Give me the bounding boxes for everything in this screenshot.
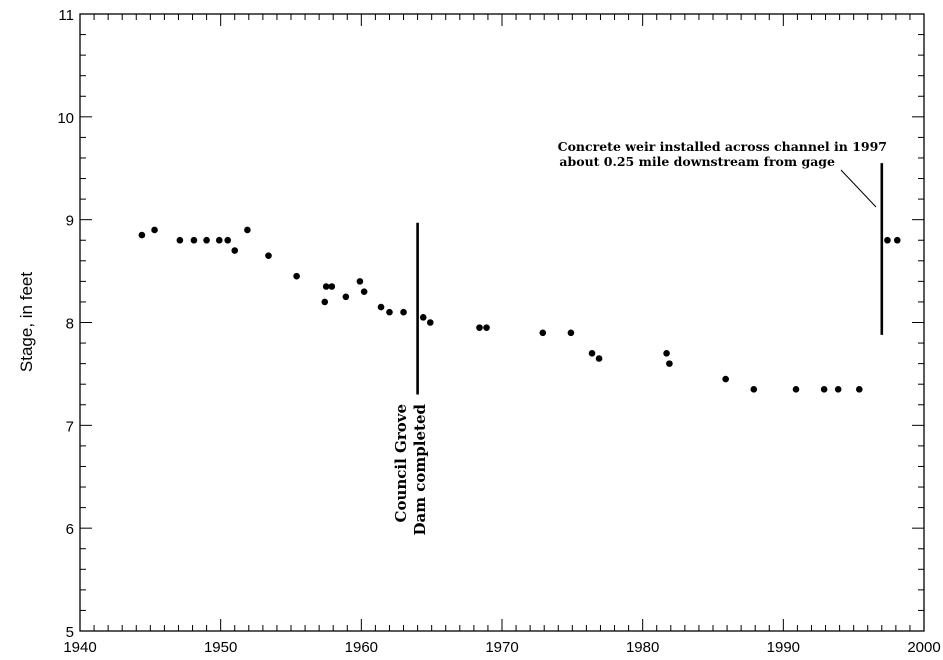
weir-annotation-leader [840,169,877,208]
data-point [231,247,239,254]
x-tick-label: 2000 [907,639,940,656]
data-point [666,360,673,367]
data-point [328,283,336,290]
data-point [224,236,231,244]
data-points [138,226,901,393]
data-point [588,350,596,357]
data-point [386,308,393,316]
data-point [342,293,350,301]
data-point [834,386,842,393]
dam-annotation: Council Grove Dam completed [392,403,429,535]
data-point [884,236,891,244]
data-point [426,319,434,326]
axis-ticks [79,13,925,632]
data-point [400,308,407,316]
data-point [190,236,198,244]
data-point [360,288,368,295]
data-point [419,314,427,321]
y-tick-label: 10 [57,110,74,127]
weir-annotation: Concrete weir installed across channel i… [558,139,887,208]
plot-frame [79,13,925,632]
data-point [321,298,329,306]
data-point [176,236,184,244]
data-point [792,386,800,393]
dam-annotation-line-2: Dam completed [411,403,429,535]
y-tick-label: 5 [66,624,74,641]
data-point [539,329,547,337]
data-point [483,324,490,331]
data-point [322,283,330,290]
y-tick-labels: 5 6 7 8 9 10 11 [57,7,74,641]
y-tick-label: 11 [58,7,74,24]
dam-annotation-line-1: Council Grove [392,404,410,522]
data-point [356,278,364,285]
y-tick-label: 8 [66,316,74,333]
data-point [265,252,272,259]
y-tick-label: 6 [66,521,74,538]
data-point [476,324,483,331]
data-point [293,272,300,280]
data-point [750,386,758,393]
data-point [377,303,385,311]
data-point [595,355,603,362]
x-tick-label: 1950 [204,639,237,656]
y-tick-label: 7 [66,418,74,435]
data-point [722,375,729,383]
x-tick-label: 1940 [63,639,96,656]
reference-lines [416,163,884,395]
y-axis-title: Stage, in feet [17,272,36,372]
data-point [138,231,146,239]
y-tick-label: 9 [66,213,74,230]
data-point [151,226,158,234]
data-point [215,236,223,244]
data-point [820,386,828,393]
weir-annotation-line-2: about 0.25 mile downstream from gage [559,154,835,169]
x-tick-label: 1990 [767,639,800,656]
x-tick-labels: 1940 1950 1960 1970 1980 1990 2000 [63,639,940,656]
weir-annotation-line-1: Concrete weir installed across channel i… [558,139,887,154]
data-point [203,236,210,244]
data-point [567,329,575,337]
x-tick-label: 1970 [485,639,518,656]
x-tick-label: 1960 [345,639,378,656]
data-point [663,350,670,357]
data-point [893,236,901,244]
x-tick-label: 1980 [626,639,659,656]
data-point [244,226,251,234]
data-point [855,386,863,393]
